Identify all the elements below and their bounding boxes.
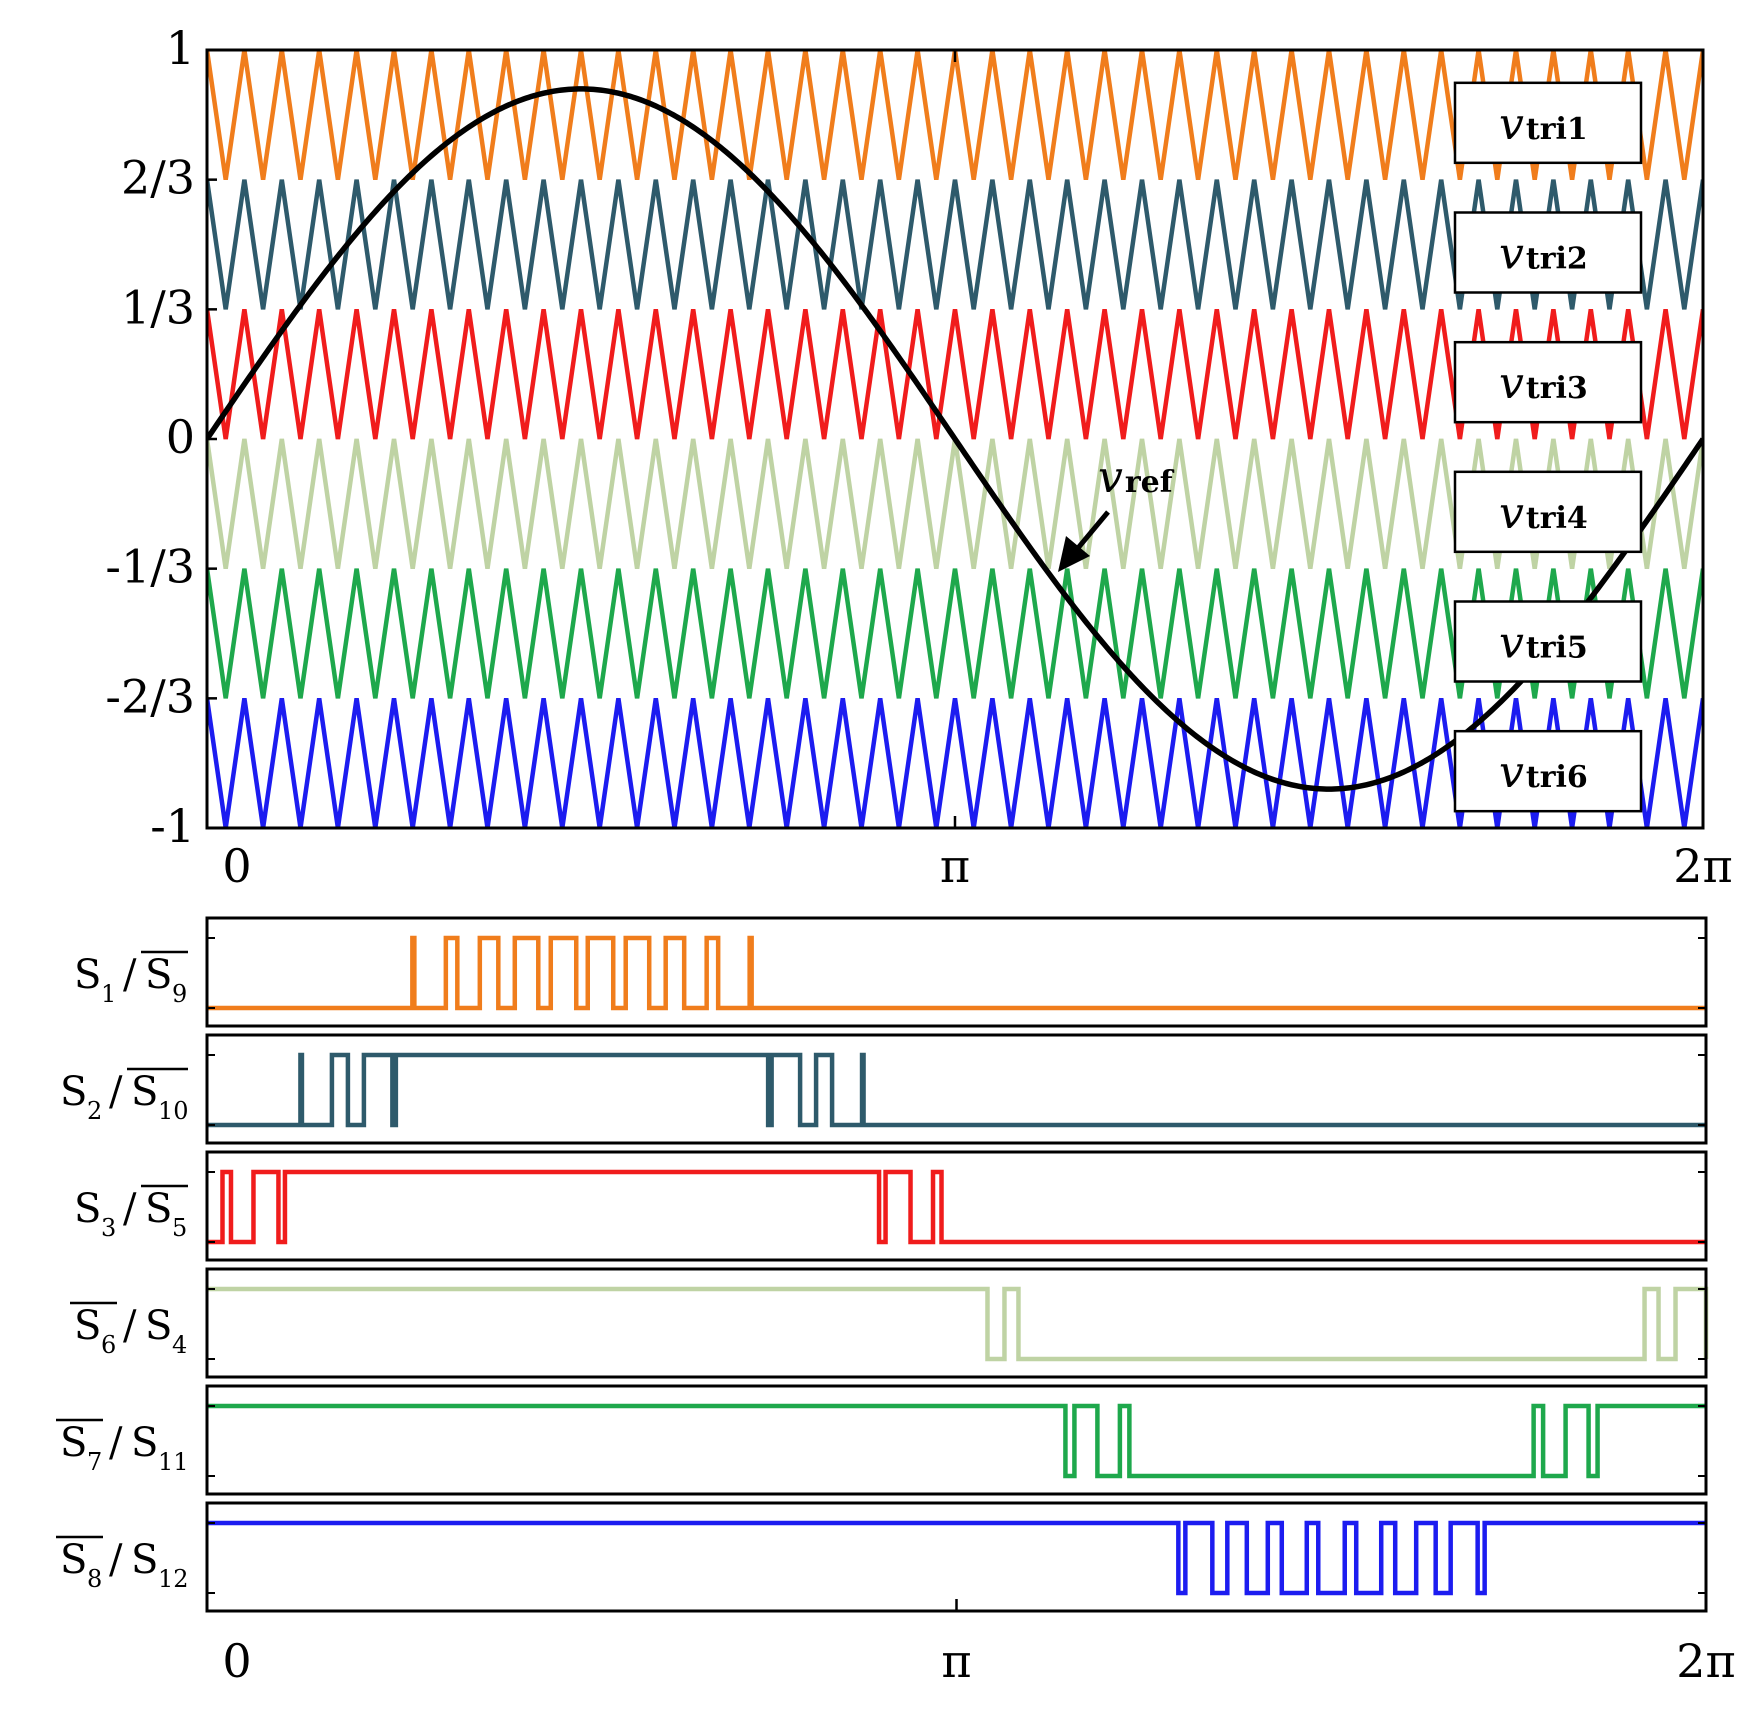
switch-panel-2: 10S/2S [60,1033,1708,1145]
switch-a-main: S [74,1303,101,1349]
switch-a-sub: 8 [87,1565,102,1593]
legend-label-sub: tri1 [1526,112,1588,147]
switch-slash: / [109,1420,123,1466]
legend-label-sub: tri4 [1526,501,1588,536]
legend-box [1453,211,1643,294]
switch-label: 11S/7S [56,1418,189,1476]
reference-arrow-head [1058,536,1090,572]
switch-a-main: S [60,1420,87,1466]
switch-panel-frame [205,1150,1708,1262]
switch-label: 10S/2S [60,1067,189,1125]
legend-label-sub: tri3 [1526,371,1588,406]
switch-b-main: S [145,952,172,998]
y-tick-label: 1 [166,21,195,75]
y-tick-label: -2/3 [105,669,195,723]
legend-tri6: vtri6 [1453,729,1643,813]
switch-b-sub: 11 [158,1448,189,1476]
y-tick-label: 2/3 [121,151,195,205]
carrier-tri6 [207,698,1703,828]
switch-b-main: S [145,1303,172,1349]
reference-label: vref [1098,452,1175,503]
switch-slash: / [123,952,137,998]
switch-a-main: S [74,1186,101,1232]
legend-box [1453,729,1643,813]
switch-panel-frame [205,1267,1708,1379]
legend-label-sub: tri2 [1526,242,1588,277]
x-tick-label: π [940,839,970,893]
switch-a-sub: 1 [101,980,116,1008]
carrier-plot: 1 2/3 1/3 0 -1/3 -2/3 -1 0 π 2π vtri1 vtri2 vtri3 vtr… [105,21,1732,893]
switch-a-sub: 2 [87,1097,102,1125]
x-tick-label: 0 [222,1634,251,1688]
legend-box [1453,81,1643,165]
switch-label: 4S/6S [70,1301,187,1359]
switch-waveform [207,935,1706,1011]
switch-panel-1: 9S/1S [74,916,1708,1028]
switch-panel-frame [205,1033,1708,1145]
switch-waveform [207,1286,1709,1362]
reference-sine [207,86,1703,792]
x-tick-label: 0 [222,839,251,893]
reference-label-sub: ref [1125,465,1175,500]
carrier-tri3 [207,309,1703,440]
switch-b-main: S [131,1420,158,1466]
switch-slash: / [109,1537,123,1583]
legend-tri1: vtri1 [1453,81,1643,165]
switch-a-sub: 7 [87,1448,102,1476]
reference-arrow-shaft [1076,510,1110,550]
legend-label-sub: tri5 [1526,631,1588,666]
y-tick-label: -1 [150,799,195,853]
switch-waveform [207,1169,1706,1245]
switch-a-sub: 6 [101,1331,116,1359]
switch-b-main: S [131,1069,158,1115]
legend-box [1453,340,1643,424]
legend-tri3: vtri3 [1453,340,1643,424]
switch-label: 9S/1S [74,950,188,1008]
x-tick-label: π [941,1634,971,1688]
legend-tri4: vtri4 [1453,470,1643,554]
switch-a-main: S [60,1069,87,1115]
switch-a-main: S [74,952,101,998]
switch-waveform [207,1052,1706,1128]
switch-b-sub: 9 [172,980,187,1008]
switch-panel-5: 11S/7S [56,1384,1708,1496]
legend-tri5: vtri5 [1453,600,1643,683]
switch-a-sub: 3 [101,1214,116,1242]
switch-panel-frame [205,916,1708,1028]
x-tick-label: 2π [1676,1634,1736,1688]
switch-b-main: S [145,1186,172,1232]
switch-b-sub: 12 [158,1565,189,1593]
switch-label: 5S/3S [74,1184,188,1242]
carrier-tri2 [207,179,1703,310]
switch-b-sub: 4 [172,1331,187,1359]
switch-panel-4: 4S/6S [70,1267,1709,1379]
switch-a-main: S [60,1537,87,1583]
switch-waveform [207,1403,1706,1479]
switch-label: 12S/8S [56,1535,189,1593]
switch-waveform [207,1520,1706,1596]
switch-panel-3: 5S/3S [74,1150,1708,1262]
switch-b-sub: 10 [158,1097,189,1125]
switch-panel-6: 12S/8S [56,1501,1708,1613]
legend-label-sub: tri6 [1526,760,1588,795]
switch-slash: / [109,1069,123,1115]
legend-box [1453,470,1643,554]
switch-slash: / [123,1186,137,1232]
y-tick-label: 1/3 [121,280,195,334]
carrier-area [207,50,1703,828]
legend-box [1453,600,1643,683]
y-tick-label: -1/3 [105,540,195,594]
switch-panel-frame [205,1384,1708,1496]
switch-b-sub: 5 [172,1214,187,1242]
y-tick-label: 0 [166,410,195,464]
x-tick-label: 2π [1673,839,1733,893]
carrier-tri5 [207,568,1703,699]
switch-slash: / [123,1303,137,1349]
legend-tri2: vtri2 [1453,211,1643,294]
switch-b-main: S [131,1537,158,1583]
